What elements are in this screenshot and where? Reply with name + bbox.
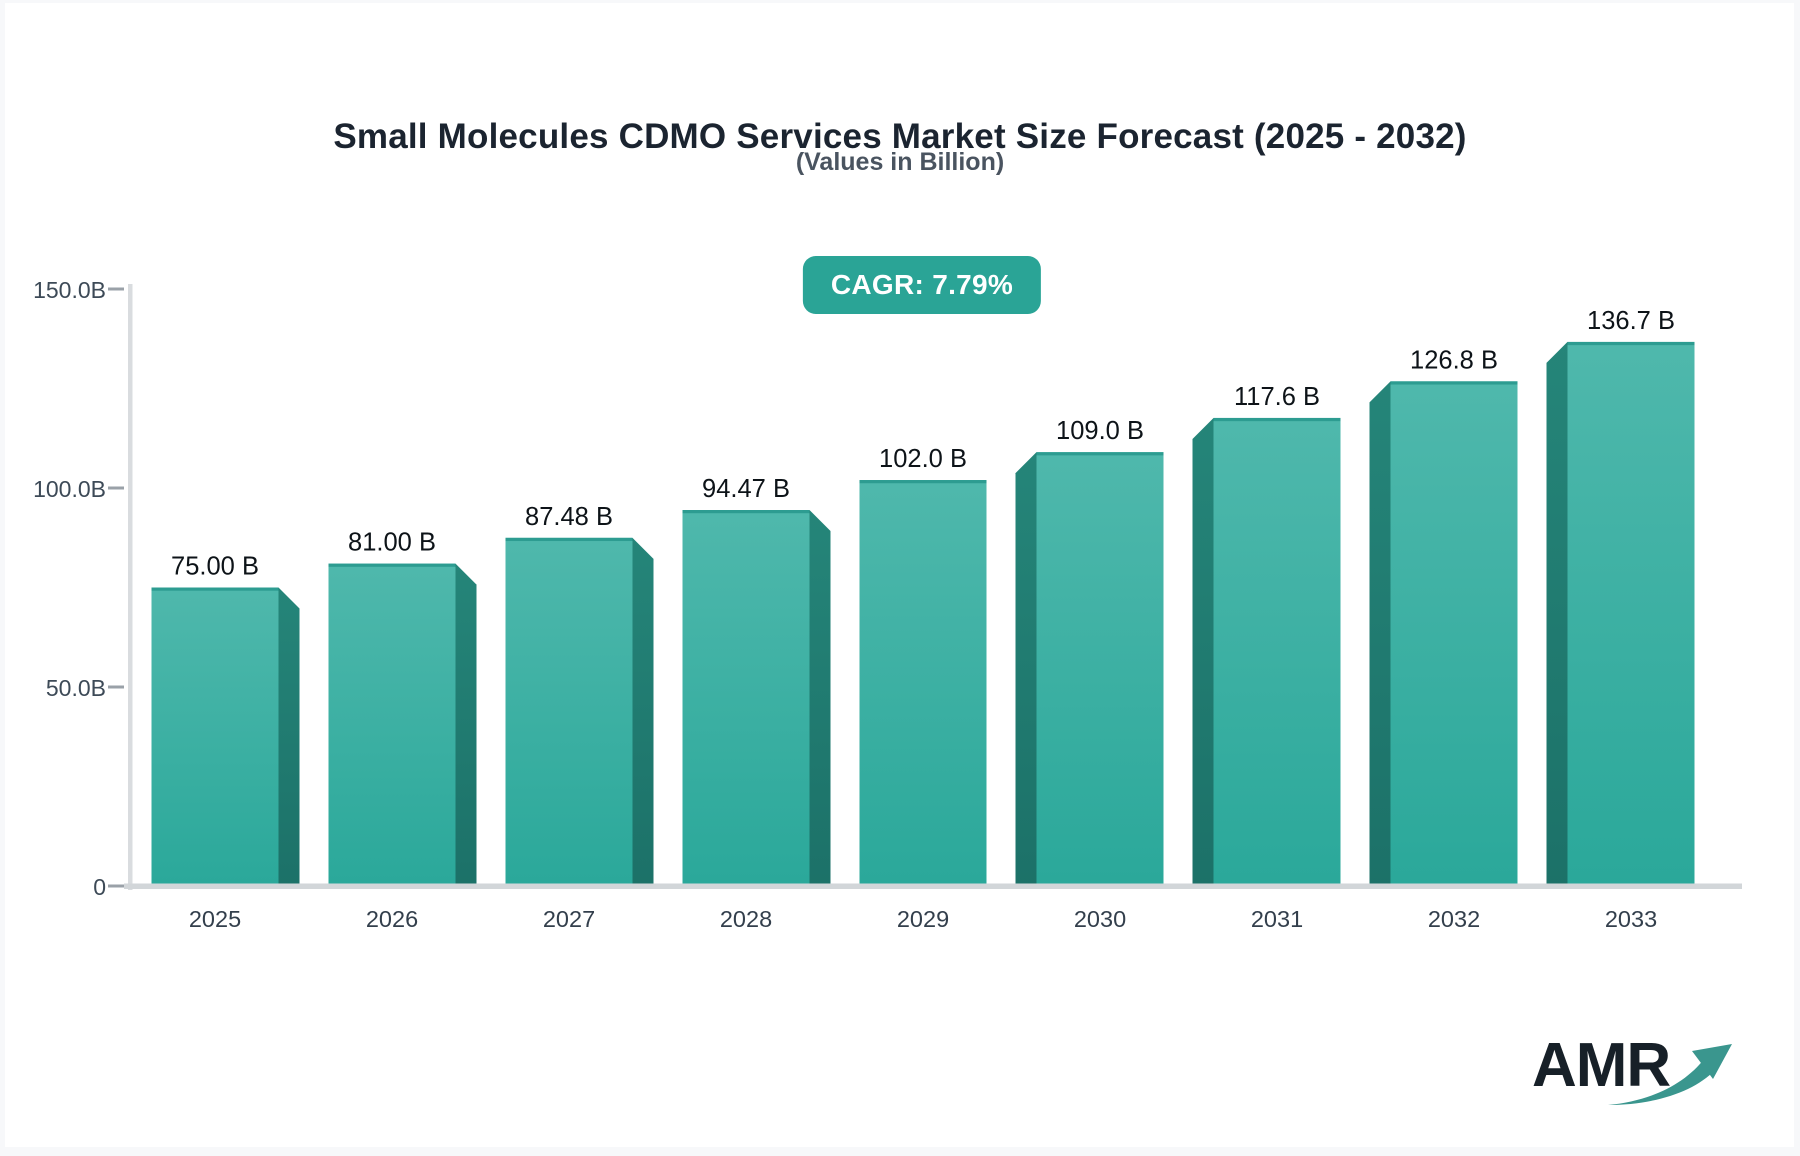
y-axis-tick [108, 486, 124, 490]
x-axis-tick-label: 2028 [720, 906, 772, 932]
x-axis-tick-label: 2032 [1428, 906, 1480, 932]
x-axis-tick-label: 2030 [1074, 906, 1126, 932]
bar-value-label: 136.7 B [1587, 307, 1675, 335]
bar-2032-side [1369, 381, 1391, 889]
bar-2031 [1213, 417, 1341, 889]
y-axis-tick-label: 50.0B [46, 675, 106, 701]
amr-logo-text: AMR [1532, 1031, 1671, 1100]
bar-2030-side [1015, 452, 1037, 889]
y-axis-tick-label: 150.0B [33, 277, 106, 303]
y-axis-tick-label: 100.0B [33, 476, 106, 502]
bar-2025-side [278, 587, 300, 889]
cagr-badge: CAGR: 7.79% [802, 256, 1042, 314]
y-axis-tick-label: 0 [93, 874, 106, 900]
bar-2027-top-edge [505, 537, 633, 542]
bar-2032 [1390, 381, 1518, 889]
bar-2029 [859, 480, 987, 889]
cagr-badge-label: CAGR: 7.79% [830, 269, 1014, 300]
bar-value-label: 75.00 B [171, 553, 259, 581]
x-axis-tick-label: 2026 [366, 906, 418, 932]
x-axis-tick-label: 2025 [189, 906, 241, 932]
bar-2029-top-edge [859, 480, 987, 484]
bar-value-label: 117.6 B [1234, 383, 1320, 411]
x-axis-line [124, 883, 1742, 889]
bar-2028-top-edge [682, 510, 810, 514]
bar-2027-side [632, 537, 654, 889]
amr-logo-arrow-icon [1608, 1044, 1732, 1105]
y-axis-line [128, 284, 133, 890]
y-axis-tick [108, 287, 124, 291]
bar-value-label: 102.0 B [879, 445, 967, 473]
chart-subtitle: (Values in Billion) [795, 148, 1005, 176]
bar-2026-side [455, 563, 477, 889]
bar-2027 [505, 537, 633, 889]
x-axis-tick-label: 2029 [897, 906, 949, 932]
bar-2031-side [1192, 417, 1214, 889]
y-axis-tick [108, 685, 124, 689]
bar-value-label: 81.00 B [348, 529, 436, 557]
bar-2025-top-edge [151, 587, 279, 591]
bar-2033-side [1546, 341, 1568, 890]
bar-2026-top-edge [328, 563, 456, 567]
bar-2028-side [809, 510, 831, 889]
bar-2033 [1567, 341, 1695, 890]
bar-value-label: 109.0 B [1056, 417, 1144, 445]
x-axis-tick-label: 2031 [1251, 906, 1303, 932]
bar-2026 [328, 563, 456, 889]
bar-value-label: 126.8 B [1410, 346, 1498, 374]
bar-2030 [1036, 452, 1164, 889]
y-axis-tick [108, 884, 124, 888]
bar-2032-top-edge [1390, 381, 1518, 385]
bar-value-label: 94.47 B [702, 475, 790, 503]
bar-value-label: 87.48 B [525, 503, 613, 531]
x-axis-tick-label: 2033 [1605, 906, 1657, 932]
bar-2030-top-edge [1036, 452, 1164, 456]
bar-2025 [151, 587, 279, 889]
x-axis-tick-label: 2027 [543, 906, 595, 932]
bar-2033-top-edge [1567, 341, 1695, 346]
bar-2028 [682, 510, 810, 889]
bar-2031-top-edge [1213, 417, 1341, 422]
amr-logo: AMR [1532, 1030, 1742, 1120]
chart-title: Small Molecules CDMO Services Market Siz… [333, 117, 1467, 157]
